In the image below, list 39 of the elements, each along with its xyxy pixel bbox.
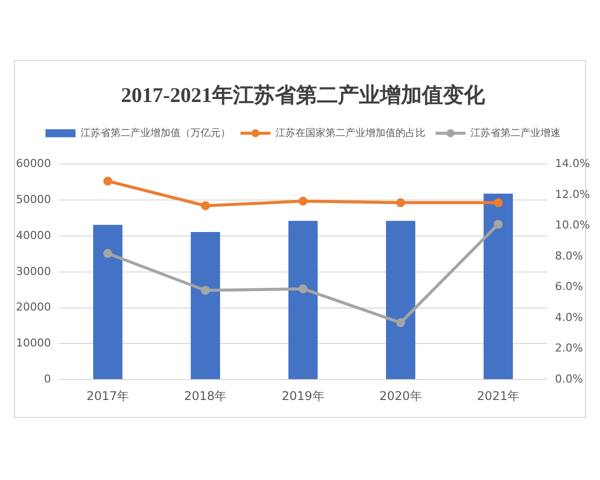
x-tick-label: 2020年 xyxy=(379,388,422,403)
y-tick-label: 10000 xyxy=(16,336,51,350)
y2-tick-label: 10.0% xyxy=(555,218,590,232)
legend-label: 江苏省第二产业增加值（万亿元） xyxy=(80,126,230,139)
point xyxy=(103,248,112,258)
y2-tick-label: 2.0% xyxy=(555,342,584,355)
point xyxy=(494,220,503,229)
bar xyxy=(93,224,122,380)
y-tick-label: 60000 xyxy=(16,157,51,170)
x-tick-label: 2019年 xyxy=(282,388,324,403)
x-tick-label: 2017年 xyxy=(86,388,130,403)
y2-tick-label: 4.0% xyxy=(555,310,584,324)
y-tick-label: 50000 xyxy=(16,192,51,206)
bar xyxy=(190,232,220,380)
y2-tick-label: 8.0% xyxy=(555,249,584,262)
y-tick-label: 0 xyxy=(44,372,51,386)
x-tick-label: 2021年 xyxy=(476,388,520,403)
point xyxy=(396,318,406,328)
y2-tick-label: 0.0% xyxy=(555,372,584,386)
bar xyxy=(484,194,513,380)
point xyxy=(494,198,503,208)
legend-label: 江苏在国家第二产业增加值的占比 xyxy=(276,126,426,139)
y-tick-label: 40000 xyxy=(16,228,51,242)
y2-tick-label: 12.0% xyxy=(555,188,590,201)
point xyxy=(103,176,112,186)
point xyxy=(200,201,210,210)
bar xyxy=(288,220,318,380)
x-tick-label: 2018年 xyxy=(184,388,227,403)
point xyxy=(298,196,308,206)
point xyxy=(298,284,308,294)
chart-title: 2017-2021年江苏省第二产业增加值变化 xyxy=(121,83,486,108)
y-tick-label: 30000 xyxy=(16,264,51,278)
bar xyxy=(386,220,416,380)
point xyxy=(396,198,406,208)
y2-tick-label: 14.0% xyxy=(555,157,590,170)
y-tick-label: 20000 xyxy=(16,300,51,314)
legend-label: 江苏省第二产业增速 xyxy=(470,126,560,139)
y2-tick-label: 6.0% xyxy=(555,280,584,294)
point xyxy=(200,286,210,295)
